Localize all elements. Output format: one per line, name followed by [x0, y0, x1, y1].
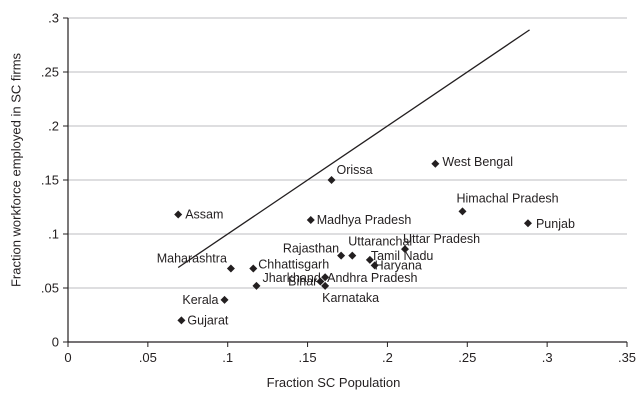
- point-label: Kerala: [182, 293, 218, 307]
- point-label: Gujarat: [187, 313, 229, 327]
- reference-line: [177, 29, 530, 269]
- point-label: Haryana: [375, 258, 422, 272]
- data-points: [174, 159, 532, 325]
- data-point: [177, 316, 186, 325]
- data-point: [337, 251, 346, 260]
- y-tick-label: .25: [41, 65, 59, 80]
- y-tick-label: .2: [48, 119, 59, 134]
- data-point: [400, 245, 409, 254]
- point-label: Andhra Pradesh: [327, 271, 417, 285]
- data-point: [327, 176, 336, 184]
- data-point: [365, 255, 374, 264]
- y-tick-label: .05: [41, 281, 59, 296]
- y-tick-label: .15: [41, 173, 59, 188]
- point-label: Rajasthan: [283, 242, 339, 256]
- point-label: West Bengal: [442, 155, 513, 169]
- y-axis-title: Fraction workforce employed in SC firms: [8, 52, 24, 288]
- y-tick-label: .1: [48, 227, 59, 242]
- point-labels: Gujarat Kerala Jharkhand Maharashtra Chhatti…: [157, 155, 575, 328]
- data-point: [226, 264, 235, 273]
- point-label: Uttar Pradesh: [403, 232, 480, 246]
- x-tick-label: .1: [222, 350, 233, 365]
- point-label: Karnataka: [322, 291, 379, 305]
- point-label: Orissa: [337, 163, 373, 177]
- x-tick-label: .35: [618, 350, 636, 365]
- y-tick-label: 0: [52, 335, 59, 350]
- gridlines: [68, 17, 627, 343]
- point-label: Tamil Nadu: [371, 249, 434, 263]
- reference-line-layer: [177, 29, 530, 269]
- x-tick-label: .05: [139, 350, 157, 365]
- axes: 0 .05 .1 .15 .2 .25 .3 0 .05 .1 .15 .2 .25 .3 .35: [41, 11, 636, 366]
- point-label: Uttaranchal: [348, 235, 412, 249]
- data-point: [431, 159, 440, 168]
- x-tick-label: 0: [64, 350, 71, 365]
- data-point: [220, 295, 229, 304]
- data-point: [252, 281, 261, 290]
- data-point: [306, 215, 315, 224]
- chart-title: [0, 0, 637, 9]
- data-point: [348, 251, 357, 260]
- point-label: Maharashtra: [157, 252, 227, 266]
- data-point: [321, 281, 330, 290]
- y-tick-label: .3: [48, 11, 59, 26]
- data-point: [249, 264, 258, 273]
- x-tick-label: .2: [382, 350, 393, 365]
- x-tick-label: .15: [299, 350, 317, 365]
- x-tick-label: .3: [542, 350, 553, 365]
- data-point: [321, 273, 330, 282]
- point-label: Assam: [185, 208, 223, 222]
- data-point: [174, 210, 183, 219]
- data-point: [523, 219, 532, 228]
- point-label: Jharkhand: [262, 271, 320, 285]
- point-label: Himachal Pradesh: [456, 191, 558, 205]
- point-label: Punjab: [536, 217, 575, 231]
- data-point: [458, 207, 467, 216]
- point-label: Madhya Pradesh: [317, 213, 412, 227]
- data-point: [370, 261, 379, 270]
- x-axis-title: Fraction SC Population: [266, 375, 401, 390]
- point-label: Chhattisgarh: [258, 258, 329, 272]
- point-label: Bihar: [288, 275, 317, 289]
- data-point: [316, 277, 325, 286]
- x-tick-label: .25: [458, 350, 476, 365]
